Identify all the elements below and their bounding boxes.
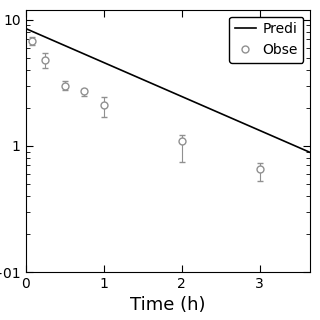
- Predicted: [229, 116, 233, 120]
- Predicted: [203, 105, 207, 108]
- Legend: Predi, Obse: Predi, Obse: [229, 17, 303, 63]
- X-axis label: Time (h): Time (h): [130, 296, 206, 315]
- Line: Predicted: Predicted: [26, 28, 310, 153]
- Predicted: [308, 151, 312, 155]
- Predicted: [231, 117, 235, 121]
- Predicted: [136, 76, 140, 80]
- Predicted: [116, 67, 120, 71]
- Predicted: [58, 42, 62, 45]
- Predicted: [24, 27, 28, 30]
